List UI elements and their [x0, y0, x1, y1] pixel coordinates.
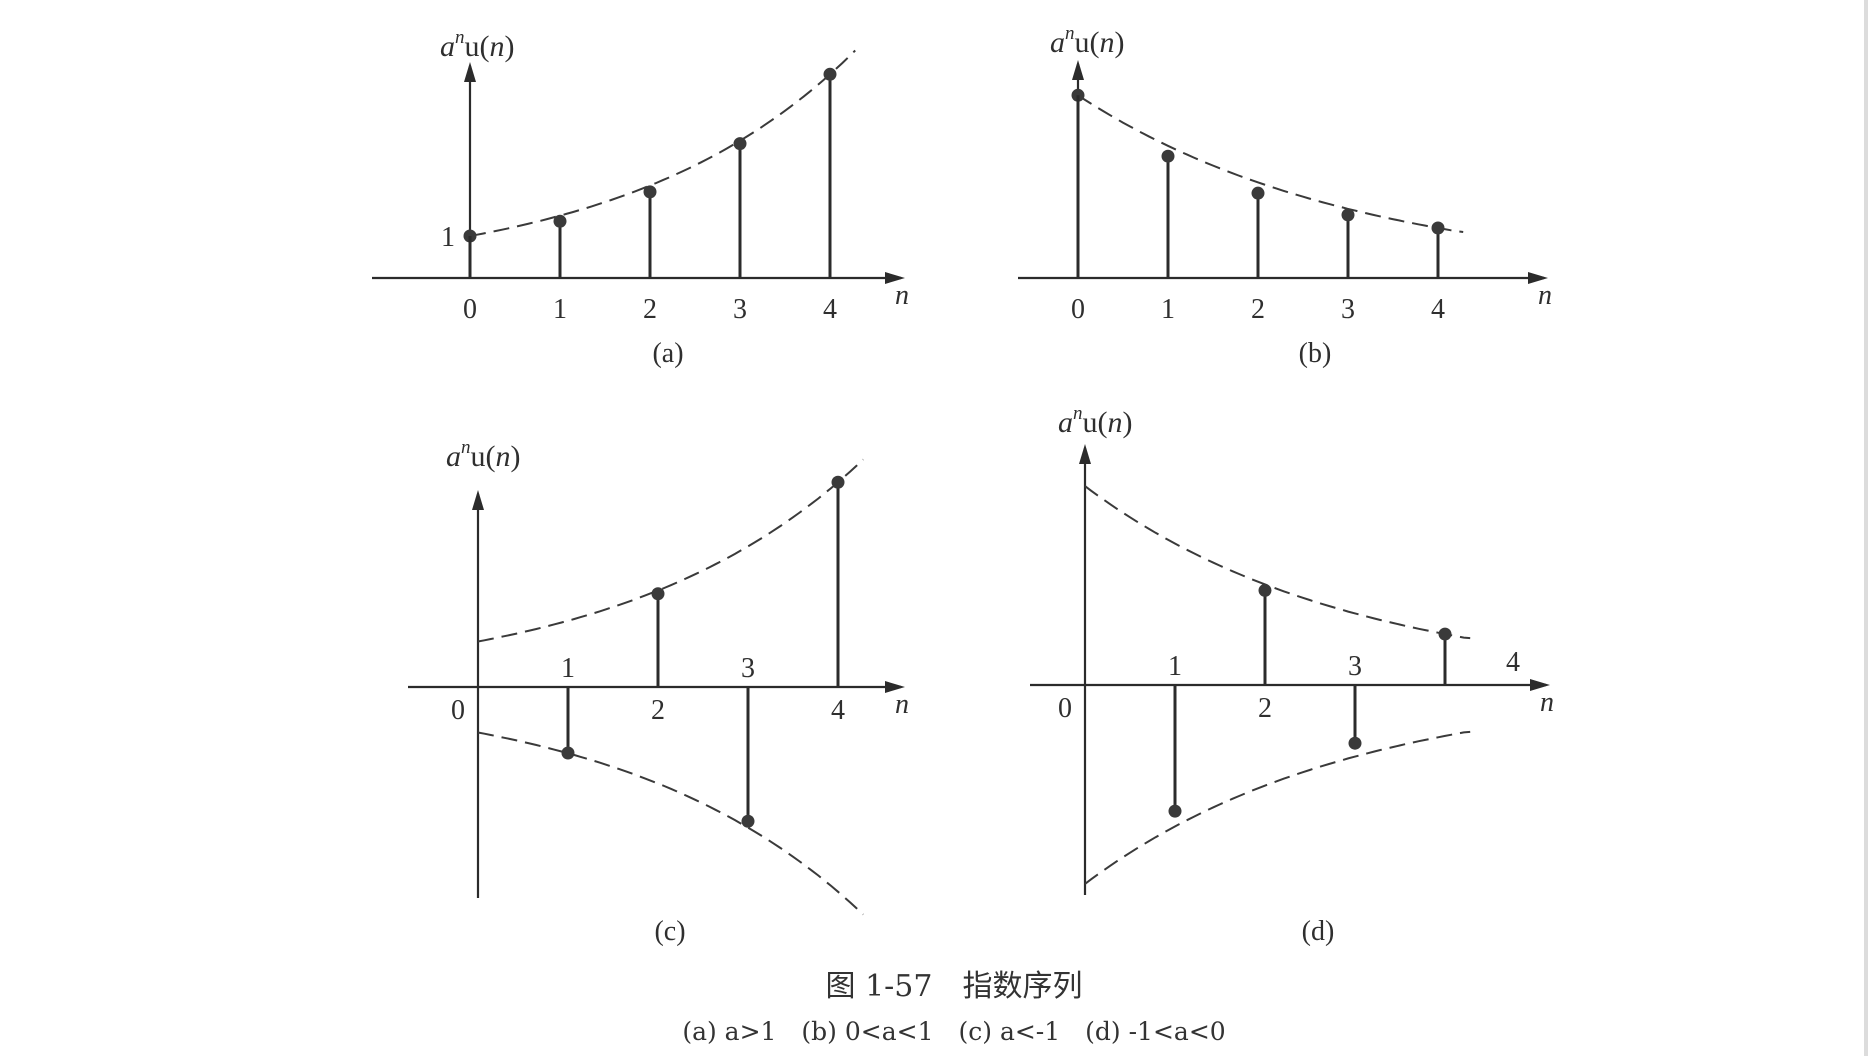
y-label-exponent: n	[461, 437, 471, 458]
y-label-close: )	[1115, 26, 1125, 59]
y-label-arg: n	[1100, 26, 1115, 59]
y-label-rest: u(	[1083, 406, 1108, 439]
x-tick-label-3: 3	[733, 294, 747, 325]
x-tick-label-4: 4	[1431, 294, 1445, 325]
x-tick-label-3: 3	[1341, 294, 1355, 325]
envelope-upper	[1077, 94, 1464, 233]
panel-a: anu(n)n10 1 2 3 4(a)	[372, 27, 909, 369]
x-tick-label-2: 2	[643, 294, 657, 325]
panel-b: anu(n)n0 1 2 3 4(b)	[1018, 23, 1552, 369]
sample-point-n1	[561, 746, 575, 760]
y-axis-label: anu(n)	[1050, 23, 1125, 59]
y-label-base: a	[1050, 26, 1065, 59]
sample-point-n2	[1258, 583, 1272, 597]
figure-title: 图 1-57 指数序列	[826, 969, 1083, 1004]
sample-point-n1	[1168, 804, 1182, 818]
x-tick-label-1: 1	[1161, 294, 1175, 325]
x-tick-label-0: 0	[1058, 693, 1072, 724]
y-label-arg: n	[496, 440, 511, 473]
x-axis-arrow-icon	[1528, 272, 1548, 284]
x-tick-label-2: 2	[1251, 294, 1265, 325]
figure-subcaption: (a) a>1 (b) 0<a<1 (c) a<-1 (d) -1<a<0	[682, 1017, 1225, 1046]
sample-point-n2	[651, 587, 665, 601]
y-label-close: )	[1123, 406, 1133, 439]
y-label-rest: u(	[465, 30, 490, 63]
sample-point-n3	[1348, 736, 1362, 750]
y-label-exponent: n	[455, 27, 465, 48]
sample-point-n4	[1438, 627, 1452, 641]
sample-point-n4	[1431, 221, 1445, 235]
x-axis-arrow-icon	[1530, 679, 1550, 691]
x-axis-label: n	[1540, 687, 1554, 718]
x-axis-label: n	[895, 280, 909, 311]
sample-point-n1	[553, 214, 567, 228]
sample-point-n2	[1251, 186, 1265, 200]
y-label-arg: n	[490, 30, 505, 63]
y-axis-arrow-icon	[1072, 60, 1084, 80]
envelope-lower	[477, 731, 864, 916]
sample-point-n2	[643, 185, 657, 199]
sample-point-n1	[1161, 149, 1175, 163]
x-tick-label-1: 1	[561, 653, 575, 684]
envelope-lower	[1084, 730, 1471, 885]
x-tick-label-4: 4	[1506, 647, 1520, 678]
y-axis-arrow-icon	[464, 62, 476, 82]
x-axis-arrow-icon	[885, 272, 905, 284]
panel-label: (c)	[654, 916, 685, 947]
sample-point-n3	[733, 137, 747, 151]
y-label-arg: n	[1108, 406, 1123, 439]
panel-label: (d)	[1302, 916, 1335, 947]
x-tick-label-1: 1	[1168, 651, 1182, 682]
y-label-base: a	[446, 440, 461, 473]
x-axis-arrow-icon	[885, 681, 905, 693]
envelope-upper	[477, 458, 864, 643]
y-axis-label: anu(n)	[440, 27, 515, 63]
envelope-upper	[1084, 485, 1471, 640]
x-tick-label-3: 3	[741, 653, 755, 684]
x-tick-label-0: 0	[451, 695, 465, 726]
x-axis-label: n	[1538, 280, 1552, 311]
x-tick-label-4: 4	[823, 294, 837, 325]
y-label-rest: u(	[471, 440, 496, 473]
sample-point-n4	[823, 67, 837, 81]
y-axis-arrow-icon	[1079, 444, 1091, 464]
y-axis-arrow-icon	[472, 490, 484, 510]
y-tick-label: 1	[441, 222, 455, 253]
panel-label: (a)	[652, 338, 683, 369]
y-label-base: a	[440, 30, 455, 63]
y-label-close: )	[505, 30, 515, 63]
scan-edge	[1864, 0, 1868, 1056]
x-tick-label-0: 0	[1071, 294, 1085, 325]
x-tick-label-4: 4	[831, 695, 845, 726]
x-tick-label-0: 0	[463, 294, 477, 325]
x-tick-label-2: 2	[651, 695, 665, 726]
y-label-rest: u(	[1075, 26, 1100, 59]
y-label-close: )	[511, 440, 521, 473]
x-tick-label-1: 1	[553, 294, 567, 325]
x-axis-label: n	[895, 689, 909, 720]
sample-point-n4	[831, 475, 845, 489]
sample-point-n3	[1341, 208, 1355, 222]
y-label-base: a	[1058, 406, 1073, 439]
envelope-upper	[469, 49, 856, 237]
y-axis-label: anu(n)	[446, 437, 521, 473]
y-axis-label: anu(n)	[1058, 403, 1133, 439]
y-label-exponent: n	[1065, 23, 1075, 44]
sample-point-n3	[741, 814, 755, 828]
panel-label: (b)	[1299, 338, 1332, 369]
x-tick-label-2: 2	[1258, 693, 1272, 724]
y-label-exponent: n	[1073, 403, 1083, 424]
x-tick-label-3: 3	[1348, 651, 1362, 682]
